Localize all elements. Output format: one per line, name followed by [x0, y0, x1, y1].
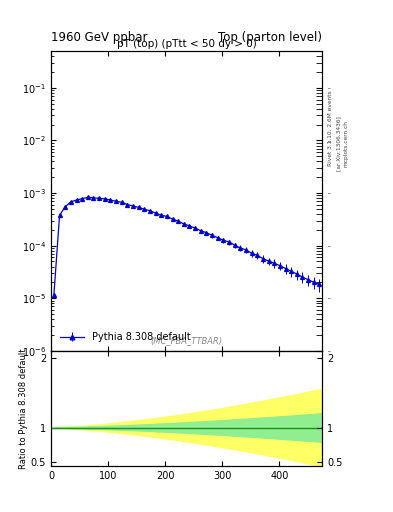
Text: [ar Xiv:1306.3436]: [ar Xiv:1306.3436]: [336, 116, 341, 171]
Text: mcplots.cern.ch: mcplots.cern.ch: [344, 120, 349, 167]
Text: Top (parton level): Top (parton level): [218, 31, 322, 44]
Title: pT (top) (pTtt < 50 dy > 0): pT (top) (pTtt < 50 dy > 0): [117, 39, 257, 49]
Text: (MC_FBA_TTBAR): (MC_FBA_TTBAR): [151, 336, 223, 345]
Text: 1960 GeV ppbar: 1960 GeV ppbar: [51, 31, 148, 44]
Text: Rivet 3.1.10, 2.6M events: Rivet 3.1.10, 2.6M events: [328, 90, 333, 166]
Legend: Pythia 8.308 default: Pythia 8.308 default: [56, 328, 195, 346]
Y-axis label: Ratio to Pythia 8.308 default: Ratio to Pythia 8.308 default: [19, 348, 28, 468]
